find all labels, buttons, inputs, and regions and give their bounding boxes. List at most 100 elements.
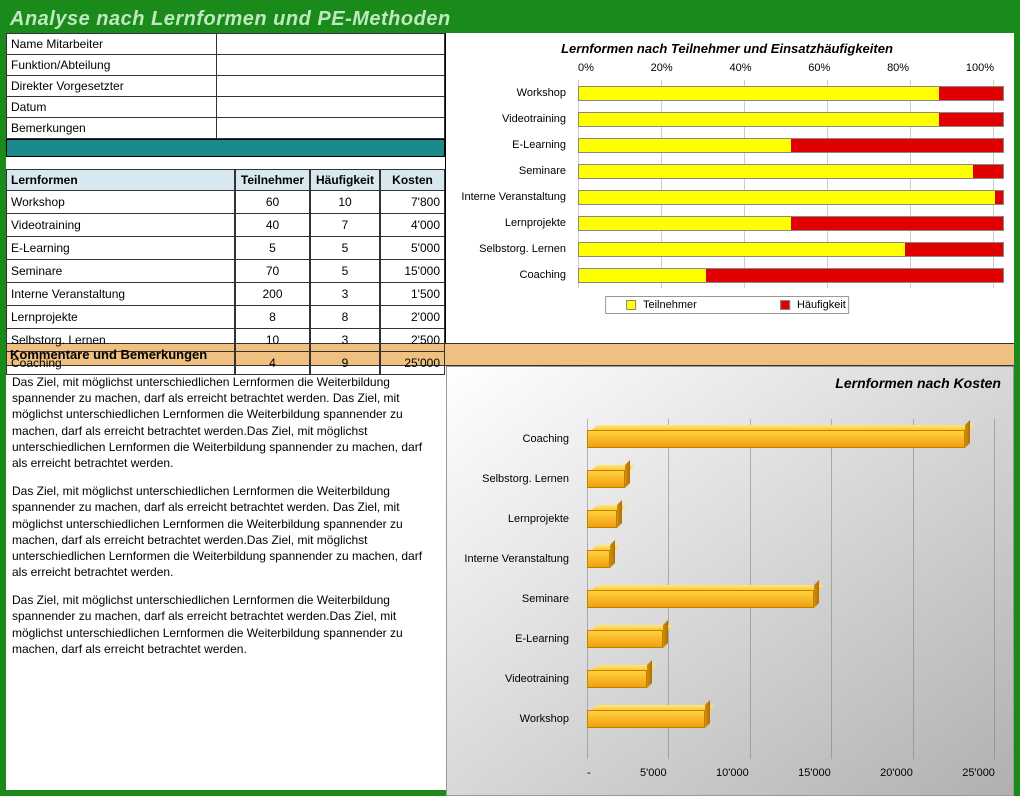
chart2-bar-label: Videotraining (447, 673, 577, 685)
cell-teilnehmer: 40 (235, 214, 310, 237)
chart1-bar (578, 242, 1004, 257)
chart2-bar-row: Workshop (587, 699, 995, 739)
xtick-label: 20% (651, 62, 673, 74)
field-name-label: Name Mitarbeiter (7, 34, 217, 55)
xtick-label: 80% (887, 62, 909, 74)
chart1-bars: WorkshopVideotrainingE-LearningSeminareI… (578, 80, 1004, 288)
cell-haeufigkeit: 10 (310, 191, 380, 214)
xtick-label: 25'000 (962, 767, 995, 779)
cell-teilnehmer: 60 (235, 191, 310, 214)
chart1-bar (578, 86, 1004, 101)
chart1-bar-row: Interne Veranstaltung (578, 184, 1004, 210)
chart1-seg-haeufigkeit (939, 113, 1003, 126)
chart2-bar (587, 470, 625, 488)
cell-name: Lernprojekte (6, 306, 235, 329)
comment-paragraph: Das Ziel, mit möglichst unterschiedliche… (12, 483, 440, 580)
chart2-bar (587, 510, 617, 528)
chart1-seg-teilnehmer (579, 87, 939, 100)
chart1-plot: 0%20%40%60%80%100% WorkshopVideotraining… (450, 62, 1004, 288)
xtick-label: 5'000 (640, 767, 667, 779)
chart1-bar-row: E-Learning (578, 132, 1004, 158)
table-row[interactable]: Videotraining4074'000 (6, 214, 445, 237)
col-lernformen: Lernformen (6, 169, 235, 191)
chart2-bar-label: Lernprojekte (447, 513, 577, 525)
chart1-seg-haeufigkeit (995, 191, 1003, 204)
cell-name: Seminare (6, 260, 235, 283)
chart1-bar-row: Lernprojekte (578, 210, 1004, 236)
table-row[interactable]: Workshop60107'800 (6, 191, 445, 214)
table-row[interactable]: E-Learning555'000 (6, 237, 445, 260)
chart2-bar-label: Interne Veranstaltung (447, 553, 577, 565)
field-bemerkungen-value[interactable] (217, 118, 445, 139)
field-datum-value[interactable] (217, 97, 445, 118)
chart1-bar-label: Coaching (450, 269, 572, 281)
xtick-label: - (587, 767, 591, 779)
xtick-label: 0% (578, 62, 594, 74)
field-funktion-value[interactable] (217, 55, 445, 76)
cell-kosten: 7'800 (380, 191, 445, 214)
table-row[interactable]: Seminare70515'000 (6, 260, 445, 283)
chart1-seg-teilnehmer (579, 165, 973, 178)
chart2: Lernformen nach Kosten CoachingSelbstorg… (446, 366, 1014, 796)
chart1-legend: Teilnehmer Häufigkeit (605, 296, 849, 314)
page-container: Analyse nach Lernformen und PE-Methoden … (6, 6, 1014, 790)
xtick-label: 60% (808, 62, 830, 74)
chart1-bar-label: Seminare (450, 165, 572, 177)
left-column: Name Mitarbeiter Funktion/Abteilung Dire… (6, 33, 446, 343)
chart1-seg-teilnehmer (579, 139, 791, 152)
page-title: Analyse nach Lernformen und PE-Methoden (6, 6, 1014, 33)
chart1-seg-haeufigkeit (905, 243, 1003, 256)
cell-kosten: 4'000 (380, 214, 445, 237)
chart1-bar (578, 190, 1004, 205)
cell-name: Workshop (6, 191, 235, 214)
chart1-bar-label: Videotraining (450, 113, 572, 125)
chart1-bar-label: Lernprojekte (450, 217, 572, 229)
chart1-bar-label: Interne Veranstaltung (450, 191, 572, 203)
xtick-label: 40% (729, 62, 751, 74)
cell-teilnehmer: 200 (235, 283, 310, 306)
chart2-bar-label: Coaching (447, 433, 577, 445)
chart1-bar (578, 268, 1004, 283)
col-teilnehmer: Teilnehmer (235, 169, 310, 191)
table-row[interactable]: Lernprojekte882'000 (6, 306, 445, 329)
legend-label-haeufigkeit: Häufigkeit (797, 299, 846, 311)
cell-teilnehmer: 8 (235, 306, 310, 329)
comment-paragraph: Das Ziel, mit möglichst unterschiedliche… (12, 592, 440, 657)
cell-name: Videotraining (6, 214, 235, 237)
cell-haeufigkeit: 8 (310, 306, 380, 329)
chart2-bar-row: Coaching (587, 419, 995, 459)
legend-swatch-haeufigkeit (780, 300, 790, 310)
xtick-label: 15'000 (798, 767, 831, 779)
field-name-value[interactable] (217, 34, 445, 55)
cell-kosten: 2'500 (380, 329, 445, 352)
cell-haeufigkeit: 3 (310, 329, 380, 352)
chart2-bar-row: Videotraining (587, 659, 995, 699)
comment-paragraph: Das Ziel, mit möglichst unterschiedliche… (12, 374, 440, 471)
field-vorgesetzter-value[interactable] (217, 76, 445, 97)
cell-teilnehmer: 70 (235, 260, 310, 283)
chart2-bar-row: Selbstorg. Lernen (587, 459, 995, 499)
chart2-bar-row: E-Learning (587, 619, 995, 659)
chart1-xaxis: 0%20%40%60%80%100% (578, 62, 994, 74)
chart1-seg-teilnehmer (579, 269, 706, 282)
cell-haeufigkeit: 5 (310, 260, 380, 283)
chart2-bar-label: Selbstorg. Lernen (447, 473, 577, 485)
field-datum-label: Datum (7, 97, 217, 118)
chart2-bar (587, 630, 663, 648)
cell-kosten: 2'000 (380, 306, 445, 329)
chart2-bar-label: Seminare (447, 593, 577, 605)
cell-kosten: 1'500 (380, 283, 445, 306)
cell-haeufigkeit: 3 (310, 283, 380, 306)
chart2-bar (587, 670, 647, 688)
chart1-seg-teilnehmer (579, 113, 939, 126)
lernformen-header: Lernformen Teilnehmer Häufigkeit Kosten (6, 169, 445, 191)
comments-column: Das Ziel, mit möglichst unterschiedliche… (6, 366, 446, 796)
chart1-bar-row: Coaching (578, 262, 1004, 288)
chart2-bar-label: E-Learning (447, 633, 577, 645)
chart1-seg-haeufigkeit (791, 139, 1003, 152)
chart1-bar-label: E-Learning (450, 139, 572, 151)
chart2-bar (587, 550, 610, 568)
chart2-plot: CoachingSelbstorg. LernenLernprojekteInt… (587, 419, 995, 759)
chart1-bar (578, 216, 1004, 231)
table-row[interactable]: Interne Veranstaltung20031'500 (6, 283, 445, 306)
